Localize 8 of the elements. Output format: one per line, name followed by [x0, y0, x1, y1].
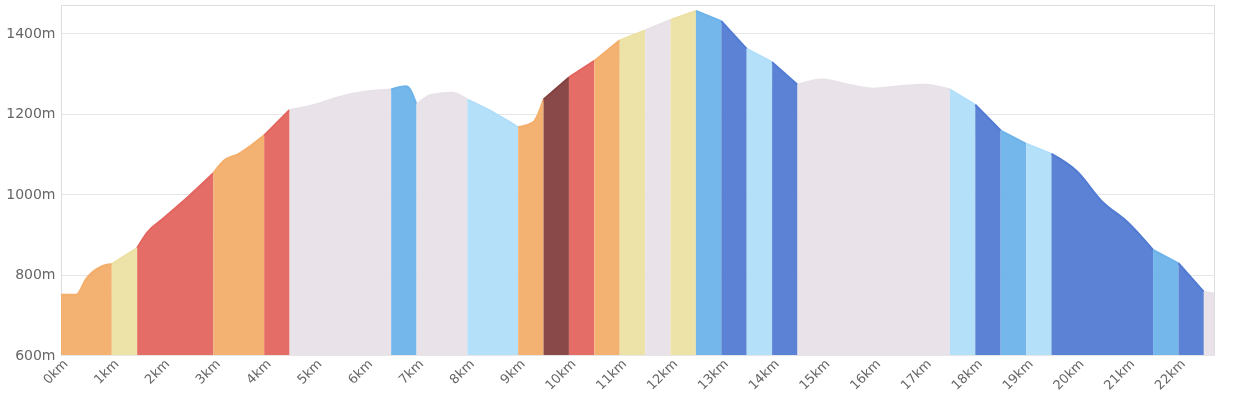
y-tick-label: 1000m — [6, 185, 56, 202]
x-tick-label: 4km — [243, 356, 274, 387]
y-tick-label: 1200m — [6, 105, 56, 122]
x-tick-label: 6km — [344, 356, 376, 387]
y-tick-label: 800m — [15, 266, 56, 283]
x-tick-label: 7km — [395, 356, 427, 387]
y-tick-label: 1400m — [6, 24, 56, 41]
y-tick-label: 600m — [15, 346, 56, 363]
